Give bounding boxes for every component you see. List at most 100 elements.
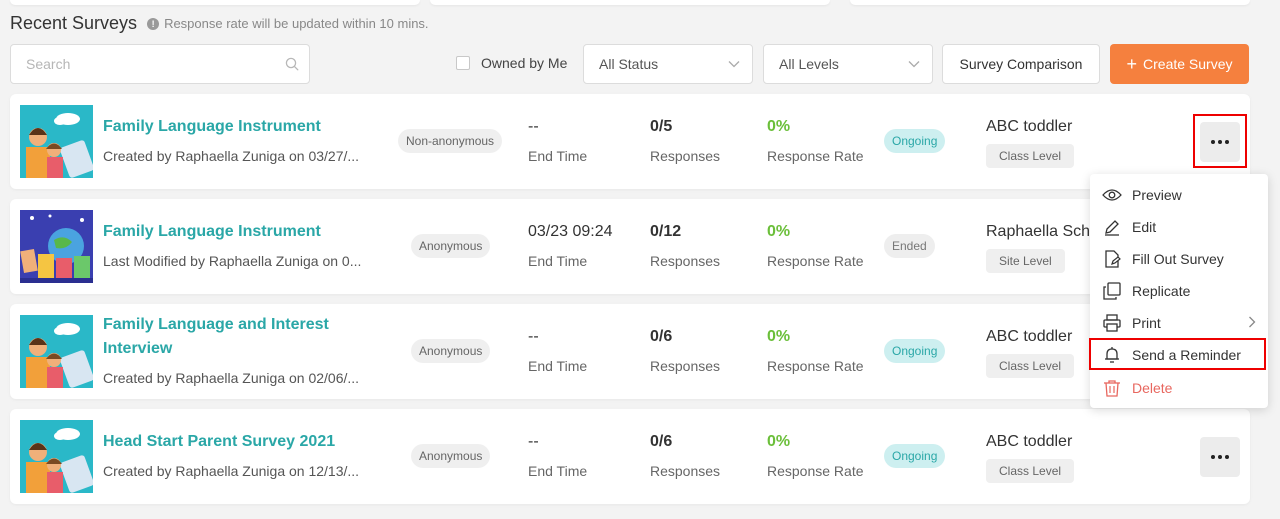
status-filter-value: All Status [599, 56, 659, 72]
response-rate-value: 0% [767, 118, 791, 135]
section-title: Recent Surveys [10, 13, 138, 33]
level-badge: Class Level [986, 459, 1075, 483]
menu-item-label: Fill Out Survey [1132, 251, 1224, 267]
survey-comparison-button[interactable]: Survey Comparison [942, 44, 1100, 84]
owned-by-me-label: Owned by Me [481, 55, 568, 71]
response-rate-note: ! Response rate will be updated within 1… [147, 16, 429, 31]
response-rate-value: 0% [767, 433, 791, 450]
search-box[interactable] [10, 44, 310, 84]
survey-card[interactable]: Family Language Instrument Last Modified… [10, 199, 1250, 294]
responses-value: 0/6 [650, 328, 673, 345]
menu-item-send-reminder[interactable]: Send a Reminder [1090, 339, 1268, 371]
search-input[interactable] [11, 45, 309, 83]
response-rate-label: Response Rate [767, 358, 864, 374]
survey-thumbnail [20, 420, 93, 493]
owned-by-me-filter[interactable]: Owned by Me [456, 55, 567, 71]
survey-card[interactable]: Family Language Instrument Created by Ra… [10, 94, 1250, 189]
more-actions-button[interactable] [1200, 122, 1240, 162]
fill-out-icon [1102, 249, 1122, 269]
survey-thumbnail [20, 210, 93, 283]
pencil-icon [1102, 217, 1122, 237]
school-name: ABC toddler [986, 328, 1073, 345]
school-name: ABC toddler [986, 433, 1073, 450]
card-stub-middle [430, 0, 830, 5]
level-badge: Class Level [986, 144, 1075, 168]
level-filter-select[interactable]: All Levels [763, 44, 933, 84]
survey-thumbnail [20, 105, 93, 178]
menu-item-edit[interactable]: Edit [1090, 211, 1268, 243]
menu-item-replicate[interactable]: Replicate [1090, 275, 1268, 307]
anonymity-badge: Non-anonymous [398, 129, 503, 153]
anonymity-badge: Anonymous [411, 234, 491, 258]
anonymity-badge: Anonymous [411, 444, 491, 468]
survey-name[interactable]: Head Start Parent Survey 2021 [103, 433, 336, 450]
trash-icon [1102, 378, 1122, 398]
responses-label: Responses [650, 463, 721, 479]
create-survey-button[interactable]: + Create Survey [1110, 44, 1249, 84]
response-rate-value: 0% [767, 223, 791, 240]
more-dot-icon [1225, 455, 1229, 459]
school-name: Raphaella Sch [986, 223, 1091, 240]
bell-icon [1102, 345, 1122, 365]
school-name: ABC toddler [986, 118, 1073, 135]
survey-creator: Created by Raphaella Zuniga on 02/06/... [103, 370, 360, 386]
menu-item-fill-out-survey[interactable]: Fill Out Survey [1090, 243, 1268, 275]
menu-item-label: Delete [1132, 380, 1173, 396]
more-dot-icon [1225, 140, 1229, 144]
status-badge: Ongoing [884, 444, 946, 468]
card-stub-right [850, 0, 1250, 5]
survey-creator: Created by Raphaella Zuniga on 12/13/... [103, 463, 360, 479]
end-time-value: -- [528, 118, 539, 135]
survey-thumbnail [20, 315, 93, 388]
responses-label: Responses [650, 358, 721, 374]
survey-creator: Created by Raphaella Zuniga on 03/27/... [103, 148, 360, 164]
more-dot-icon [1211, 455, 1215, 459]
survey-name[interactable]: Family Language Instrument [103, 118, 321, 135]
end-time-value: -- [528, 433, 539, 450]
menu-item-label: Edit [1132, 219, 1157, 235]
chevron-right-icon [1249, 316, 1256, 328]
card-stub-left [10, 0, 420, 5]
response-rate-label: Response Rate [767, 463, 864, 479]
status-badge: Ongoing [884, 339, 946, 363]
responses-value: 0/5 [650, 118, 673, 135]
status-filter-select[interactable]: All Status [583, 44, 753, 84]
more-actions-button[interactable] [1200, 437, 1240, 477]
responses-label: Responses [650, 148, 721, 164]
chevron-down-icon [728, 61, 740, 68]
end-time-value: 03/23 09:24 [528, 223, 613, 240]
status-badge: Ongoing [884, 129, 946, 153]
highlight-box [1193, 114, 1247, 168]
info-icon: ! [147, 17, 160, 30]
search-icon[interactable] [285, 57, 299, 76]
end-time-label: End Time [528, 253, 588, 269]
survey-card[interactable]: Family Language and Interest Interview C… [10, 304, 1250, 399]
menu-item-label: Send a Reminder [1132, 347, 1241, 363]
more-dot-icon [1218, 455, 1222, 459]
menu-item-print[interactable]: Print [1090, 307, 1268, 339]
section-header: Recent Surveys ! Response rate will be u… [10, 13, 429, 34]
survey-card[interactable]: Head Start Parent Survey 2021 Created by… [10, 409, 1250, 504]
menu-item-preview[interactable]: Preview [1090, 179, 1268, 211]
response-rate-label: Response Rate [767, 148, 864, 164]
owned-by-me-checkbox[interactable] [456, 56, 470, 70]
survey-name[interactable]: Family Language and Interest Interview [103, 316, 329, 357]
status-badge: Ended [884, 234, 935, 258]
printer-icon [1102, 313, 1122, 333]
responses-value: 0/6 [650, 433, 673, 450]
survey-name[interactable]: Family Language Instrument [103, 223, 321, 240]
end-time-label: End Time [528, 358, 588, 374]
menu-item-delete[interactable]: Delete [1090, 372, 1268, 404]
eye-icon [1102, 185, 1122, 205]
actions-menu: Preview Edit Fill Out Survey Replicate P… [1090, 174, 1268, 408]
survey-creator: Last Modified by Raphaella Zuniga on 0..… [103, 253, 362, 269]
menu-item-label: Preview [1132, 187, 1182, 203]
plus-icon: + [1126, 54, 1138, 74]
more-dot-icon [1218, 140, 1222, 144]
response-rate-label: Response Rate [767, 253, 864, 269]
create-survey-label: Create Survey [1143, 56, 1233, 72]
highlight-box [1089, 338, 1266, 370]
response-rate-note-text: Response rate will be updated within 10 … [164, 16, 429, 31]
anonymity-badge: Anonymous [411, 339, 491, 363]
responses-label: Responses [650, 253, 721, 269]
